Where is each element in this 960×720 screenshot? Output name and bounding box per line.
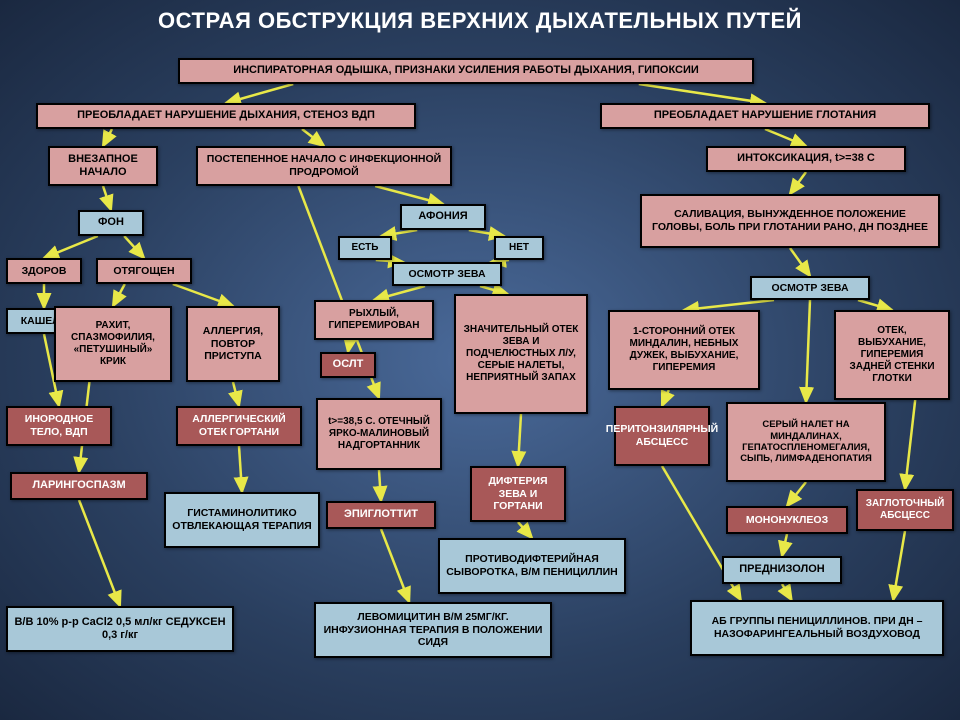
node-n3: ПРЕОБЛАДАЕТ НАРУШЕНИЕ ГЛОТАНИЯ bbox=[600, 103, 930, 129]
node-n5: ПОСТЕПЕННОЕ НАЧАЛО С ИНФЕКЦИОННОЙ ПРОДРО… bbox=[196, 146, 452, 186]
node-n6: ИНТОКСИКАЦИЯ, t>=38 C bbox=[706, 146, 906, 172]
node-n22: ОТЕК, ВЫБУХАНИЕ, ГИПЕРЕМИЯ ЗАДНЕЙ СТЕНКИ… bbox=[834, 310, 950, 400]
node-n37: В/В 10% р-р CaCl2 0,5 мл/кг СЕДУКСЕН 0,3… bbox=[6, 606, 234, 652]
node-n12: ЕСТЬ bbox=[338, 236, 392, 260]
node-n35: ПРОТИВОДИФТЕРИЙНАЯ СЫВОРОТКА, В/М ПЕНИЦИ… bbox=[438, 538, 626, 594]
node-n34: ГИСТАМИНОЛИТИКО ОТВЛЕКАЮЩАЯ ТЕРАПИЯ bbox=[164, 492, 320, 548]
node-n39: АБ ГРУППЫ ПЕНИЦИЛЛИНОВ. ПРИ ДН – НАЗОФАР… bbox=[690, 600, 944, 656]
node-n21: 1-СТОРОННИЙ ОТЕК МИНДАЛИН, НЕБНЫХ ДУЖЕК,… bbox=[608, 310, 760, 390]
node-n24: ИНОРОДНОЕ ТЕЛО, ВДП bbox=[6, 406, 112, 446]
node-n20: ЗНАЧИТЕЛЬНЫЙ ОТЕК ЗЕВА И ПОДЧЕЛЮСТНЫХ Л/… bbox=[454, 294, 588, 414]
node-n4: ВНЕЗАПНОЕ НАЧАЛО bbox=[48, 146, 158, 186]
node-n9: САЛИВАЦИЯ, ВЫНУЖДЕННОЕ ПОЛОЖЕНИЕ ГОЛОВЫ,… bbox=[640, 194, 940, 248]
node-n23: ОСЛТ bbox=[320, 352, 376, 378]
node-n1: ИНСПИРАТОРНАЯ ОДЫШКА, ПРИЗНАКИ УСИЛЕНИЯ … bbox=[178, 58, 754, 84]
node-n27: ПЕРИТОНЗИЛЯРНЫЙ АБСЦЕСС bbox=[614, 406, 710, 466]
node-n19: РЫХЛЫЙ, ГИПЕРЕМИРОВАН bbox=[314, 300, 434, 340]
node-n13: НЕТ bbox=[494, 236, 544, 260]
node-n2: ПРЕОБЛАДАЕТ НАРУШЕНИЕ ДЫХАНИЯ, СТЕНОЗ ВД… bbox=[36, 103, 416, 129]
node-n33: ЗАГЛОТОЧНЫЙ АБСЦЕСС bbox=[856, 489, 954, 531]
node-n28: СЕРЫЙ НАЛЕТ НА МИНДАЛИНАХ, ГЕПАТОСПЛЕНОМ… bbox=[726, 402, 886, 482]
node-n26: t>=38,5 С. ОТЕЧНЫЙ ЯРКО-МАЛИНОВЫЙ НАДГОР… bbox=[316, 398, 442, 470]
diagram-title: ОСТРАЯ ОБСТРУКЦИЯ ВЕРХНИХ ДЫХАТЕЛЬНЫХ ПУ… bbox=[0, 0, 960, 38]
node-n31: ЭПИГЛОТТИТ bbox=[326, 501, 436, 529]
node-n38: ЛЕВОМИЦИТИН В/М 25МГ/КГ. ИНФУЗИОННАЯ ТЕР… bbox=[314, 602, 552, 658]
node-n10: ЗДОРОВ bbox=[6, 258, 82, 284]
node-n17: РАХИТ, СПАЗМОФИЛИЯ, «ПЕТУШИНЫЙ» КРИК bbox=[54, 306, 172, 382]
node-n25: АЛЛЕРГИЧЕСКИЙ ОТЕК ГОРТАНИ bbox=[176, 406, 302, 446]
node-n32: МОНОНУКЛЕОЗ bbox=[726, 506, 848, 534]
node-n30: ДИФТЕРИЯ ЗЕВА И ГОРТАНИ bbox=[470, 466, 566, 522]
node-n18: АЛЛЕРГИЯ, ПОВТОР ПРИСТУПА bbox=[186, 306, 280, 382]
node-n8: АФОНИЯ bbox=[400, 204, 486, 230]
node-n29: ЛАРИНГОСПАЗМ bbox=[10, 472, 148, 500]
node-n14: ОСМОТР ЗЕВА bbox=[392, 262, 502, 286]
node-n36: ПРЕДНИЗОЛОН bbox=[722, 556, 842, 584]
node-n11: ОТЯГОЩЕН bbox=[96, 258, 192, 284]
node-n15: ОСМОТР ЗЕВА bbox=[750, 276, 870, 300]
node-n7: ФОН bbox=[78, 210, 144, 236]
